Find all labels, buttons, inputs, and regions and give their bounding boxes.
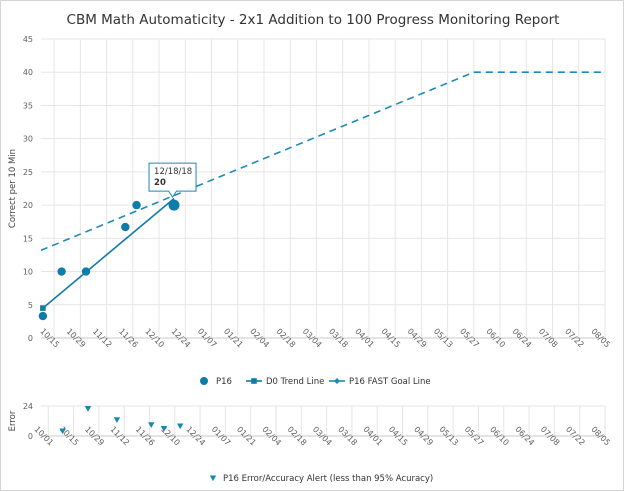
y-tick-label: 15 (23, 234, 33, 243)
y-tick-label: 20 (23, 201, 33, 210)
trend-line (42, 197, 175, 309)
p16-point (81, 267, 91, 276)
y-tick-label: 40 (23, 68, 33, 77)
error-y-axis-title: Error (8, 410, 18, 431)
error-point (160, 425, 168, 432)
y-tick-label: 0 (28, 334, 33, 343)
y-tick-label: 5 (28, 301, 33, 310)
tooltip-date: 12/18/18 (154, 167, 192, 177)
legend-marker (200, 377, 208, 385)
y-tick-label: 45 (23, 35, 33, 44)
legend-label: P16 (216, 377, 232, 387)
y-tick-label: 10 (23, 268, 33, 277)
y-tick-label: 25 (23, 168, 33, 177)
y-axis-title: Correct per 10 Min (8, 149, 18, 228)
trend-marker (40, 305, 46, 311)
error-legend-marker (209, 475, 217, 482)
p16-point (121, 222, 130, 232)
error-point (148, 422, 155, 428)
error-legend-label: P16 Error/Accuracy Alert (less than 95% … (223, 474, 433, 484)
p16-point (38, 311, 48, 321)
y-tick-label: 30 (23, 135, 33, 144)
error-point (113, 417, 121, 423)
p16-point (168, 199, 180, 211)
error-y-tick-label: 0 (28, 432, 33, 441)
p16-point (57, 267, 66, 276)
tooltip-box (148, 162, 197, 199)
legend-marker (251, 378, 257, 384)
legend-label: D0 Trend Line (266, 377, 324, 387)
error-point (176, 423, 184, 430)
legend-marker (334, 378, 340, 384)
error-point (84, 405, 92, 412)
error-y-tick-label: 24 (23, 402, 33, 411)
tooltip-value: 20 (154, 178, 166, 188)
chart-title: CBM Math Automaticity - 2x1 Addition to … (67, 12, 560, 28)
y-tick-label: 35 (23, 101, 33, 110)
error-point (59, 428, 66, 435)
p16-point (132, 200, 141, 210)
legend-label: P16 FAST Goal Line (349, 377, 431, 387)
